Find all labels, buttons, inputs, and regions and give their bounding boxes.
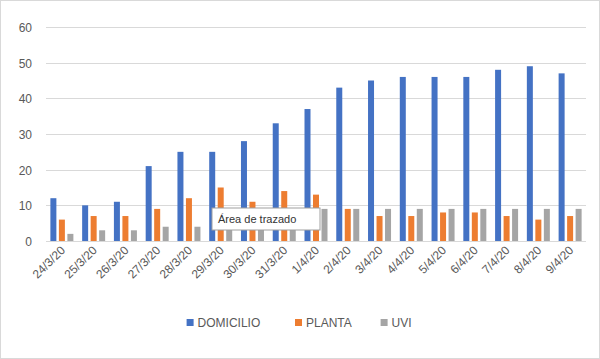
bar [163, 227, 169, 241]
y-tick-label: 60 [19, 21, 33, 35]
annotation-text: Área de trazado [218, 213, 296, 225]
bar [322, 209, 328, 241]
legend-swatch [187, 319, 194, 326]
bar [432, 77, 438, 241]
bar [408, 216, 414, 241]
chart-container: 0 10 20 30 40 50 60 24/3/2025/3/2026/3/2027/3/2… [0, 0, 600, 359]
x-tick-label: 28/3/20 [157, 243, 195, 281]
bar [154, 209, 160, 241]
bar [122, 216, 128, 241]
bar [480, 209, 486, 241]
chart-frame [1, 1, 600, 359]
grid-line [46, 63, 586, 64]
bar [50, 198, 56, 241]
x-tick-label: 1/4/20 [289, 243, 323, 277]
bar [186, 198, 192, 241]
x-tick-label: 31/3/20 [252, 243, 290, 281]
legend-swatch [381, 319, 388, 326]
legend-swatch [295, 319, 302, 326]
bar [567, 216, 573, 241]
x-tick-label: 3/4/20 [352, 243, 386, 277]
y-tick-label: 10 [19, 199, 33, 213]
bar [544, 209, 550, 241]
grid-line [46, 27, 586, 28]
bars [50, 66, 581, 241]
bar [345, 209, 351, 241]
x-tick-label: 7/4/20 [479, 243, 513, 277]
bar [463, 77, 469, 241]
x-tick-label: 30/3/20 [220, 243, 258, 281]
bar [82, 205, 88, 241]
bar [336, 88, 342, 241]
bar [417, 209, 423, 241]
legend-label: UVI [392, 316, 412, 330]
x-tick-label: 24/3/20 [30, 243, 68, 281]
bar [177, 152, 183, 241]
x-tick-label: 5/4/20 [416, 243, 450, 277]
bar [576, 209, 582, 241]
chart-svg: 0 10 20 30 40 50 60 24/3/2025/3/2026/3/2027/3/2… [0, 0, 600, 359]
bar [512, 209, 518, 241]
bar [67, 234, 73, 241]
x-tick-label: 6/4/20 [447, 243, 481, 277]
bar [114, 202, 120, 241]
bar [527, 66, 533, 241]
bar [495, 70, 501, 241]
bar [400, 77, 406, 241]
bar [99, 230, 105, 241]
bar [146, 166, 152, 241]
x-tick-label: 9/4/20 [543, 243, 577, 277]
grid-line [46, 170, 586, 171]
legend-label: PLANTA [306, 316, 352, 330]
bar [91, 216, 97, 241]
bar [353, 209, 359, 241]
legend: DOMICILIO PLANTA UVI [187, 316, 412, 330]
bar [385, 209, 391, 241]
grid-line [46, 98, 586, 99]
legend-label: DOMICILIO [198, 316, 261, 330]
x-tick-label: 4/4/20 [384, 243, 418, 277]
x-tick-label: 27/3/20 [125, 243, 163, 281]
y-tick-label: 0 [25, 235, 32, 249]
bar [368, 81, 374, 242]
x-tick-label: 2/4/20 [320, 243, 354, 277]
x-tick-label: 26/3/20 [93, 243, 131, 281]
y-tick-label: 40 [19, 92, 33, 106]
grid-line [46, 134, 586, 135]
x-tick-label: 29/3/20 [189, 243, 227, 281]
annotation: Área de trazado [212, 208, 320, 230]
bar [440, 212, 446, 241]
annotation-box [212, 208, 320, 230]
x-tick-label: 8/4/20 [511, 243, 545, 277]
bar [131, 230, 137, 241]
y-tick-label: 30 [19, 128, 33, 142]
bar [535, 220, 541, 241]
bar [472, 212, 478, 241]
bar [377, 216, 383, 241]
bar [559, 73, 565, 241]
bar [504, 216, 510, 241]
y-tick-label: 20 [19, 164, 33, 178]
y-tick-label: 50 [19, 57, 33, 71]
grid-line [46, 241, 586, 242]
bar [59, 220, 65, 241]
bar [194, 227, 200, 241]
bar [449, 209, 455, 241]
x-tick-label: 25/3/20 [62, 243, 100, 281]
x-axis-line [46, 241, 586, 242]
